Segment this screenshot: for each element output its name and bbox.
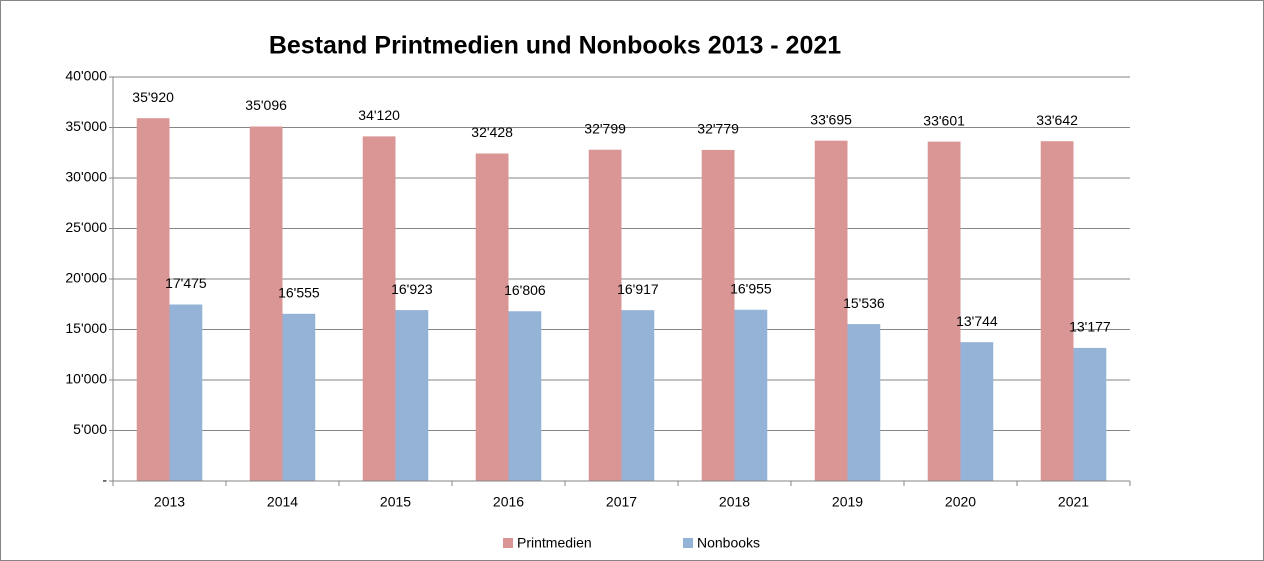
data-label: 33'642 bbox=[1036, 112, 1078, 128]
bar bbox=[1040, 141, 1074, 481]
legend-label: Nonbooks bbox=[697, 535, 760, 551]
x-tick-label: 2017 bbox=[606, 494, 637, 510]
bar bbox=[621, 310, 655, 481]
bar bbox=[734, 309, 768, 481]
y-tick-label: 10'000 bbox=[65, 371, 107, 387]
data-label: 17'475 bbox=[165, 275, 207, 291]
data-label: 35'920 bbox=[132, 89, 174, 105]
y-tick-label: 35'000 bbox=[65, 118, 107, 134]
bar bbox=[814, 140, 848, 482]
data-label: 15'536 bbox=[843, 295, 885, 311]
data-label: 16'917 bbox=[617, 281, 659, 297]
y-tick-label: 15'000 bbox=[65, 320, 107, 336]
bar bbox=[169, 304, 203, 481]
data-label: 35'096 bbox=[245, 97, 287, 113]
x-tick-label: 2020 bbox=[945, 494, 976, 510]
bar bbox=[475, 153, 509, 481]
bar bbox=[395, 310, 429, 481]
data-label: 32'799 bbox=[584, 120, 626, 136]
bar bbox=[1073, 347, 1107, 481]
data-label: 32'779 bbox=[697, 121, 739, 137]
y-tick-label: 25'000 bbox=[65, 219, 107, 235]
data-label: 34'120 bbox=[358, 107, 400, 123]
data-label: 33'695 bbox=[810, 111, 852, 127]
data-label: 16'955 bbox=[730, 280, 772, 296]
bar bbox=[588, 149, 622, 481]
legend-label: Printmedien bbox=[517, 535, 592, 551]
legend-swatch bbox=[503, 538, 513, 548]
bar bbox=[847, 324, 881, 481]
bar bbox=[249, 126, 283, 482]
y-tick-label: 5'000 bbox=[73, 421, 107, 437]
bar bbox=[282, 313, 316, 481]
data-label: 33'601 bbox=[923, 112, 965, 128]
data-label: 13'744 bbox=[956, 313, 998, 329]
x-tick-label: 2014 bbox=[267, 494, 298, 510]
x-tick-label: 2019 bbox=[832, 494, 863, 510]
data-label: 16'923 bbox=[391, 281, 433, 297]
bar bbox=[701, 149, 735, 481]
data-label: 16'555 bbox=[278, 284, 320, 300]
y-tick-label: - bbox=[102, 472, 107, 488]
bar bbox=[136, 118, 170, 481]
legend-swatch bbox=[683, 538, 693, 548]
x-tick-label: 2018 bbox=[719, 494, 750, 510]
bar bbox=[927, 141, 961, 482]
x-tick-label: 2015 bbox=[380, 494, 411, 510]
bar bbox=[960, 342, 994, 481]
bar bbox=[362, 136, 396, 481]
data-label: 32'428 bbox=[471, 124, 513, 140]
chart-title: Bestand Printmedien und Nonbooks 2013 - … bbox=[269, 32, 841, 60]
y-tick-label: 40'000 bbox=[65, 68, 107, 84]
y-tick-label: 20'000 bbox=[65, 270, 107, 286]
data-label: 13'177 bbox=[1069, 319, 1111, 335]
bar bbox=[508, 311, 542, 481]
y-tick-label: 30'000 bbox=[65, 169, 107, 185]
x-tick-label: 2016 bbox=[493, 494, 524, 510]
data-label: 16'806 bbox=[504, 282, 546, 298]
x-tick-label: 2021 bbox=[1058, 494, 1089, 510]
x-tick-label: 2013 bbox=[154, 494, 185, 510]
